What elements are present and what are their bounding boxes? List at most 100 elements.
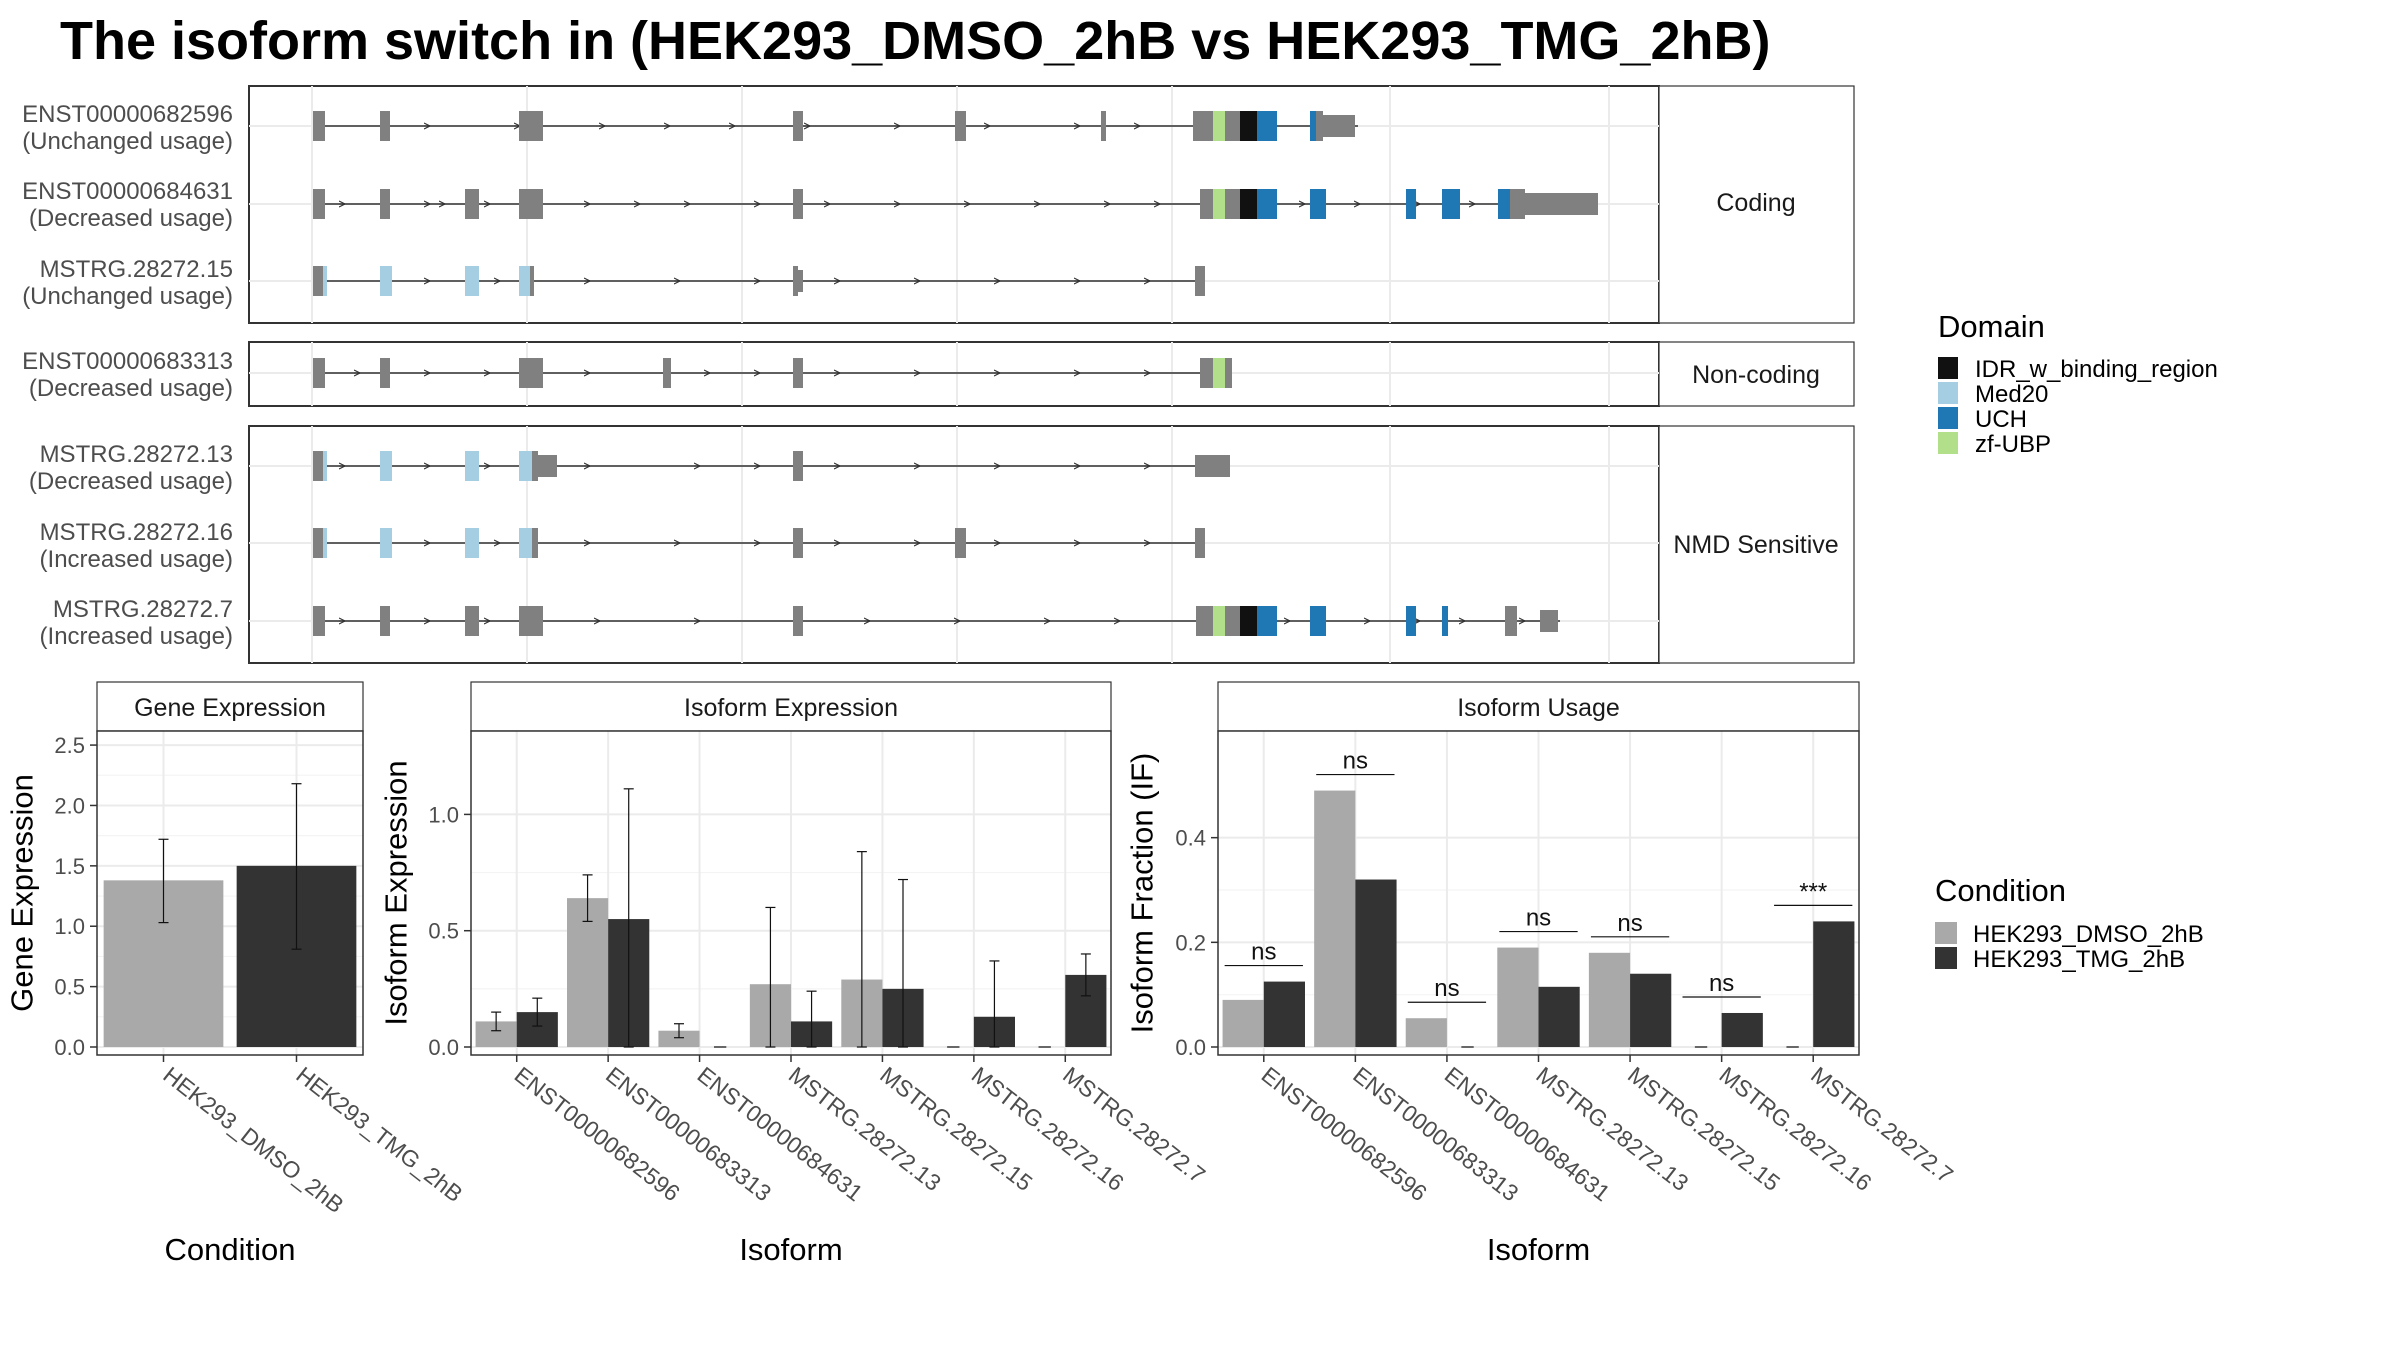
domain-legend-title: Domain	[1938, 309, 2045, 344]
domain-med20	[323, 451, 327, 481]
x-tick-label: MSTRG.28272.15	[875, 1061, 1037, 1196]
domain-exon	[1200, 189, 1213, 219]
facet-strip-noncoding	[1658, 341, 1855, 407]
chart-border	[96, 730, 364, 1056]
transcript-usage-label: (Decreased usage)	[29, 468, 233, 495]
utr-block	[538, 455, 557, 477]
transcript-id-label: MSTRG.28272.7	[53, 596, 233, 623]
utr-block	[1195, 455, 1230, 477]
exon-block	[380, 606, 390, 636]
transcript-usage-label: (Decreased usage)	[29, 205, 233, 232]
transcript-id-label: MSTRG.28272.15	[40, 256, 233, 283]
domain-med20	[323, 266, 327, 296]
exon-block	[955, 528, 966, 558]
domain-uch	[1310, 606, 1326, 636]
exon-block	[313, 451, 323, 481]
chart-strip	[1217, 681, 1860, 732]
bar-HEK293_TMG_2hB-ENST00000682596	[1263, 981, 1305, 1047]
domain-uch	[1257, 606, 1277, 636]
x-tick-label: ENST00000683313	[1348, 1061, 1523, 1206]
legend-swatch-zfubp	[1938, 432, 1958, 454]
exon-block	[465, 189, 479, 219]
bar-HEK293_TMG_2hB-MSTRG.28272.15	[1630, 973, 1672, 1047]
legend-label-zfubp: zf-UBP	[1975, 431, 2051, 458]
chart-title: Isoform Expression	[684, 694, 898, 722]
exon-block	[519, 111, 543, 141]
x-axis-label: Condition	[165, 1232, 296, 1267]
domain-zf-ubp	[1213, 111, 1225, 141]
domain-med20	[465, 451, 479, 481]
domain-med20	[519, 451, 532, 481]
bar-HEK293_DMSO_2hB-MSTRG.28272.13	[1497, 947, 1539, 1047]
utr-block	[798, 270, 803, 292]
transcript-track-ENST00000684631	[313, 189, 1598, 219]
facet-label-coding: Coding	[1716, 189, 1795, 217]
bar-HEK293_DMSO_2hB-ENST00000683313	[567, 898, 609, 1047]
domain-med20	[380, 528, 392, 558]
domain-uch	[1406, 606, 1416, 636]
x-tick-label: MSTRG.28272.13	[1531, 1061, 1693, 1196]
y-tick-label: 0.5	[428, 919, 459, 944]
legend-label-uch: UCH	[1975, 406, 2027, 433]
domain-med20	[465, 266, 479, 296]
y-tick-label: 0.0	[54, 1035, 85, 1060]
domain-med20	[380, 451, 392, 481]
exon-block	[1193, 111, 1203, 141]
domain-exon	[1200, 358, 1213, 388]
transcript-track-MSTRG.28272.13	[313, 451, 1230, 481]
domain-uch	[1442, 189, 1460, 219]
significance-label: ns	[1343, 748, 1368, 775]
domain-med20	[465, 528, 479, 558]
domain-uch	[1498, 189, 1510, 219]
x-tick-label: MSTRG.28272.16	[1715, 1061, 1877, 1196]
x-tick-label: MSTRG.28272.16	[967, 1061, 1129, 1196]
facet-strip-coding	[1658, 85, 1855, 324]
exon-block	[532, 451, 538, 481]
domain-exon	[1196, 606, 1203, 636]
chart-panel-2: Isoform Usage 0.0 0.2 0.4 ns ns ns ns ns ns *** ENS…	[1125, 681, 1958, 1267]
transcript-track-MSTRG.28272.16	[313, 528, 1205, 558]
domain-uch	[1442, 606, 1448, 636]
domain-exon	[1225, 358, 1232, 388]
bar-HEK293_TMG_2hB-ENST00000683313	[1355, 879, 1397, 1047]
domain-idr_w_binding_region	[1240, 111, 1257, 141]
significance-label: ns	[1434, 975, 1459, 1002]
y-axis-label: Isoform Expression	[379, 760, 414, 1025]
chart-strip	[96, 681, 364, 732]
utr-block	[1540, 610, 1558, 632]
transcript-track-ENST00000682596	[313, 111, 1358, 141]
legend-label-med20: Med20	[1975, 381, 2048, 408]
transcript-track-ENST00000683313	[313, 358, 1232, 388]
exon-block	[663, 358, 671, 388]
exon-block	[465, 606, 479, 636]
y-axis-label: Isoform Fraction (IF)	[1125, 753, 1160, 1034]
exon-block	[519, 358, 543, 388]
exon-block	[313, 606, 325, 636]
domain-idr_w_binding_region	[1240, 189, 1257, 219]
bar-HEK293_DMSO_2hB-ENST00000682596	[1222, 999, 1264, 1047]
transcript-usage-label: (Unchanged usage)	[22, 283, 233, 310]
y-tick-label: 0.5	[54, 975, 85, 1000]
bar-HEK293_TMG_2hB-MSTRG.28272.13	[1538, 986, 1580, 1047]
exon-block	[1505, 606, 1517, 636]
significance-label: ns	[1617, 910, 1642, 937]
exon-block	[313, 111, 325, 141]
domain-zf-ubp	[1213, 606, 1225, 636]
x-tick-label: ENST00000682596	[510, 1061, 685, 1206]
exon-block	[519, 189, 543, 219]
exon-block	[313, 189, 325, 219]
y-tick-label: 0.0	[428, 1035, 459, 1060]
y-tick-label: 2.5	[54, 733, 85, 758]
domain-exon	[1225, 189, 1240, 219]
domain-exon	[1510, 189, 1525, 219]
bar-HEK293_TMG_2hB-MSTRG.28272.7	[1813, 921, 1855, 1047]
significance-label: ns	[1709, 970, 1734, 997]
domain-exon	[1225, 606, 1240, 636]
x-tick-label: ENST00000684631	[692, 1061, 867, 1206]
exon-block	[519, 606, 543, 636]
transcript-structure-panel: Coding Non-coding NMD Sensitive	[248, 85, 1855, 664]
y-axis-label: Gene Expression	[5, 774, 40, 1012]
exon-block	[1195, 266, 1205, 296]
utr-block	[1525, 193, 1598, 215]
